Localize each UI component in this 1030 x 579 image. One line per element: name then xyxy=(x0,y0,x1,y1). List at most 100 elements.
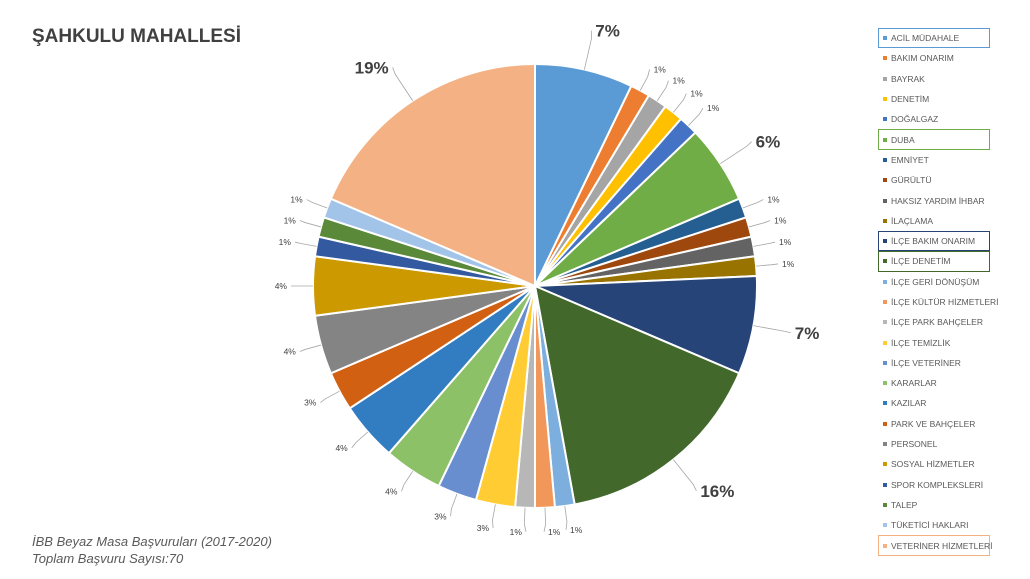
data-label: 1% xyxy=(707,103,720,113)
legend-item[interactable]: GÜRÜLTÜ xyxy=(878,170,990,190)
pie-slice[interactable] xyxy=(533,284,741,506)
legend-label: SPOR KOMPLEKSLERİ xyxy=(891,479,984,490)
legend-label: SOSYAL HİZMETLER xyxy=(891,459,975,470)
legend-label: ACİL MÜDAHALE xyxy=(891,33,960,44)
legend-label: EMNİYET xyxy=(891,154,929,165)
legend-swatch xyxy=(883,381,887,386)
leader-line xyxy=(720,141,752,165)
leader-line xyxy=(523,507,527,532)
data-label: 4% xyxy=(385,486,398,496)
legend-item[interactable]: İLÇE VETERİNER xyxy=(878,353,990,373)
footer-source: İBB Beyaz Masa Başvuruları (2017-2020) xyxy=(32,534,272,549)
legend-item[interactable]: KARARLAR xyxy=(878,373,990,393)
data-label: 1% xyxy=(510,527,523,537)
legend-item[interactable]: SPOR KOMPLEKSLERİ xyxy=(878,475,990,495)
legend-item[interactable]: İLÇE TEMİZLİK xyxy=(878,332,990,352)
pie-slice[interactable] xyxy=(329,62,536,288)
legend-label: İLÇE BAKIM ONARIM xyxy=(891,236,976,247)
footer: İBB Beyaz Masa Başvuruları (2017-2020) T… xyxy=(32,533,272,567)
leader-line xyxy=(673,93,687,113)
leader-line xyxy=(584,30,592,70)
legend-swatch xyxy=(883,482,887,487)
legend-swatch xyxy=(883,543,887,548)
legend-label: İLÇE DENETİM xyxy=(891,256,951,267)
leader-line xyxy=(673,459,697,492)
leader-line xyxy=(742,199,764,209)
legend-swatch xyxy=(883,218,887,223)
legend-label: İLÇE TEMİZLİK xyxy=(891,337,951,348)
legend-item[interactable]: HAKSIZ YARDIM İHBAR xyxy=(878,190,990,210)
data-label: 4% xyxy=(284,346,297,356)
pie-slice[interactable] xyxy=(534,62,633,287)
legend-swatch xyxy=(883,239,887,244)
legend-swatch xyxy=(883,340,887,345)
leader-line xyxy=(639,69,650,91)
legend-item[interactable]: BAKIM ONARIM xyxy=(878,48,990,68)
data-label: 19% xyxy=(355,58,389,77)
legend-label: İLÇE KÜLTÜR HİZMETLERİ xyxy=(891,297,999,307)
legend-swatch xyxy=(883,117,887,122)
pie-slice[interactable] xyxy=(534,274,758,375)
legend-item[interactable]: İLÇE BAKIM ONARIM xyxy=(878,230,990,252)
legend-item[interactable]: KAZILAR xyxy=(878,393,990,413)
legend-label: PARK VE BAHÇELER xyxy=(891,418,976,429)
leader-line xyxy=(564,505,568,530)
legend-item[interactable]: ACİL MÜDAHALE xyxy=(878,28,990,49)
data-label: 1% xyxy=(690,89,703,99)
legend-item[interactable]: DENETİM xyxy=(878,89,990,109)
legend-item[interactable]: İLÇE PARK BAHÇELER xyxy=(878,312,990,332)
legend-label: KAZILAR xyxy=(891,398,927,409)
legend-swatch xyxy=(883,523,887,528)
leader-line xyxy=(299,220,322,228)
legend-item[interactable]: SOSYAL HİZMETLER xyxy=(878,454,990,474)
data-label: 1% xyxy=(290,195,303,205)
data-label: 6% xyxy=(756,133,781,152)
leader-line xyxy=(392,67,414,101)
data-label: 1% xyxy=(774,216,787,226)
legend-item[interactable]: TÜKETİCİ HAKLARI xyxy=(878,515,990,535)
legend-item[interactable]: DUBA xyxy=(878,129,990,150)
data-label: 1% xyxy=(654,64,667,74)
legend-swatch xyxy=(883,137,887,142)
legend-item[interactable]: EMNİYET xyxy=(878,150,990,170)
legend-swatch xyxy=(883,502,887,507)
legend-item[interactable]: İLAÇLAMA xyxy=(878,211,990,231)
leader-line xyxy=(753,241,776,247)
legend-item[interactable]: DOĞALGAZ xyxy=(878,109,990,129)
legend-item[interactable]: BAYRAK xyxy=(878,69,990,89)
legend-label: İLÇE VETERİNER xyxy=(891,357,961,368)
legend-swatch xyxy=(883,279,887,284)
data-label: 16% xyxy=(700,482,734,501)
legend-label: İLAÇLAMA xyxy=(891,215,934,226)
legend-swatch xyxy=(883,76,887,81)
legend-swatch xyxy=(883,442,887,447)
data-label: 3% xyxy=(434,511,447,521)
legend-label: HAKSIZ YARDIM İHBAR xyxy=(891,195,985,206)
legend-item[interactable]: VETERİNER HİZMETLERİ xyxy=(878,535,993,556)
legend-label: KARARLAR xyxy=(891,378,937,389)
legend-label: GÜRÜLTÜ xyxy=(891,175,932,186)
legend-item[interactable]: İLÇE KÜLTÜR HİZMETLERİ xyxy=(878,292,999,312)
legend-item[interactable]: PERSONEL xyxy=(878,434,990,454)
data-label: 7% xyxy=(795,324,820,343)
legend-swatch xyxy=(883,259,887,264)
legend-item[interactable]: PARK VE BAHÇELER xyxy=(878,414,990,434)
data-label: 1% xyxy=(284,216,297,226)
legend-label: TÜKETİCİ HAKLARI xyxy=(891,520,969,531)
legend-item[interactable]: TALEP xyxy=(878,495,990,515)
leader-line xyxy=(450,493,458,517)
legend-item[interactable]: İLÇE DENETİM xyxy=(878,251,990,272)
legend-swatch xyxy=(883,198,887,203)
data-label: 1% xyxy=(782,259,795,269)
legend-label: TALEP xyxy=(891,499,918,510)
legend-label: DENETİM xyxy=(891,94,930,105)
legend-swatch xyxy=(883,360,887,365)
legend-item[interactable]: İLÇE GERİ DÖNÜŞÜM xyxy=(878,272,990,292)
footer-total: Toplam Başvuru Sayısı:70 xyxy=(32,551,184,566)
data-label: 4% xyxy=(275,281,288,291)
legend-label: İLÇE PARK BAHÇELER xyxy=(891,317,983,328)
legend-swatch xyxy=(883,462,887,467)
legend-label: DOĞALGAZ xyxy=(891,114,939,125)
legend-label: DUBA xyxy=(891,134,915,145)
data-label: 4% xyxy=(335,443,348,453)
